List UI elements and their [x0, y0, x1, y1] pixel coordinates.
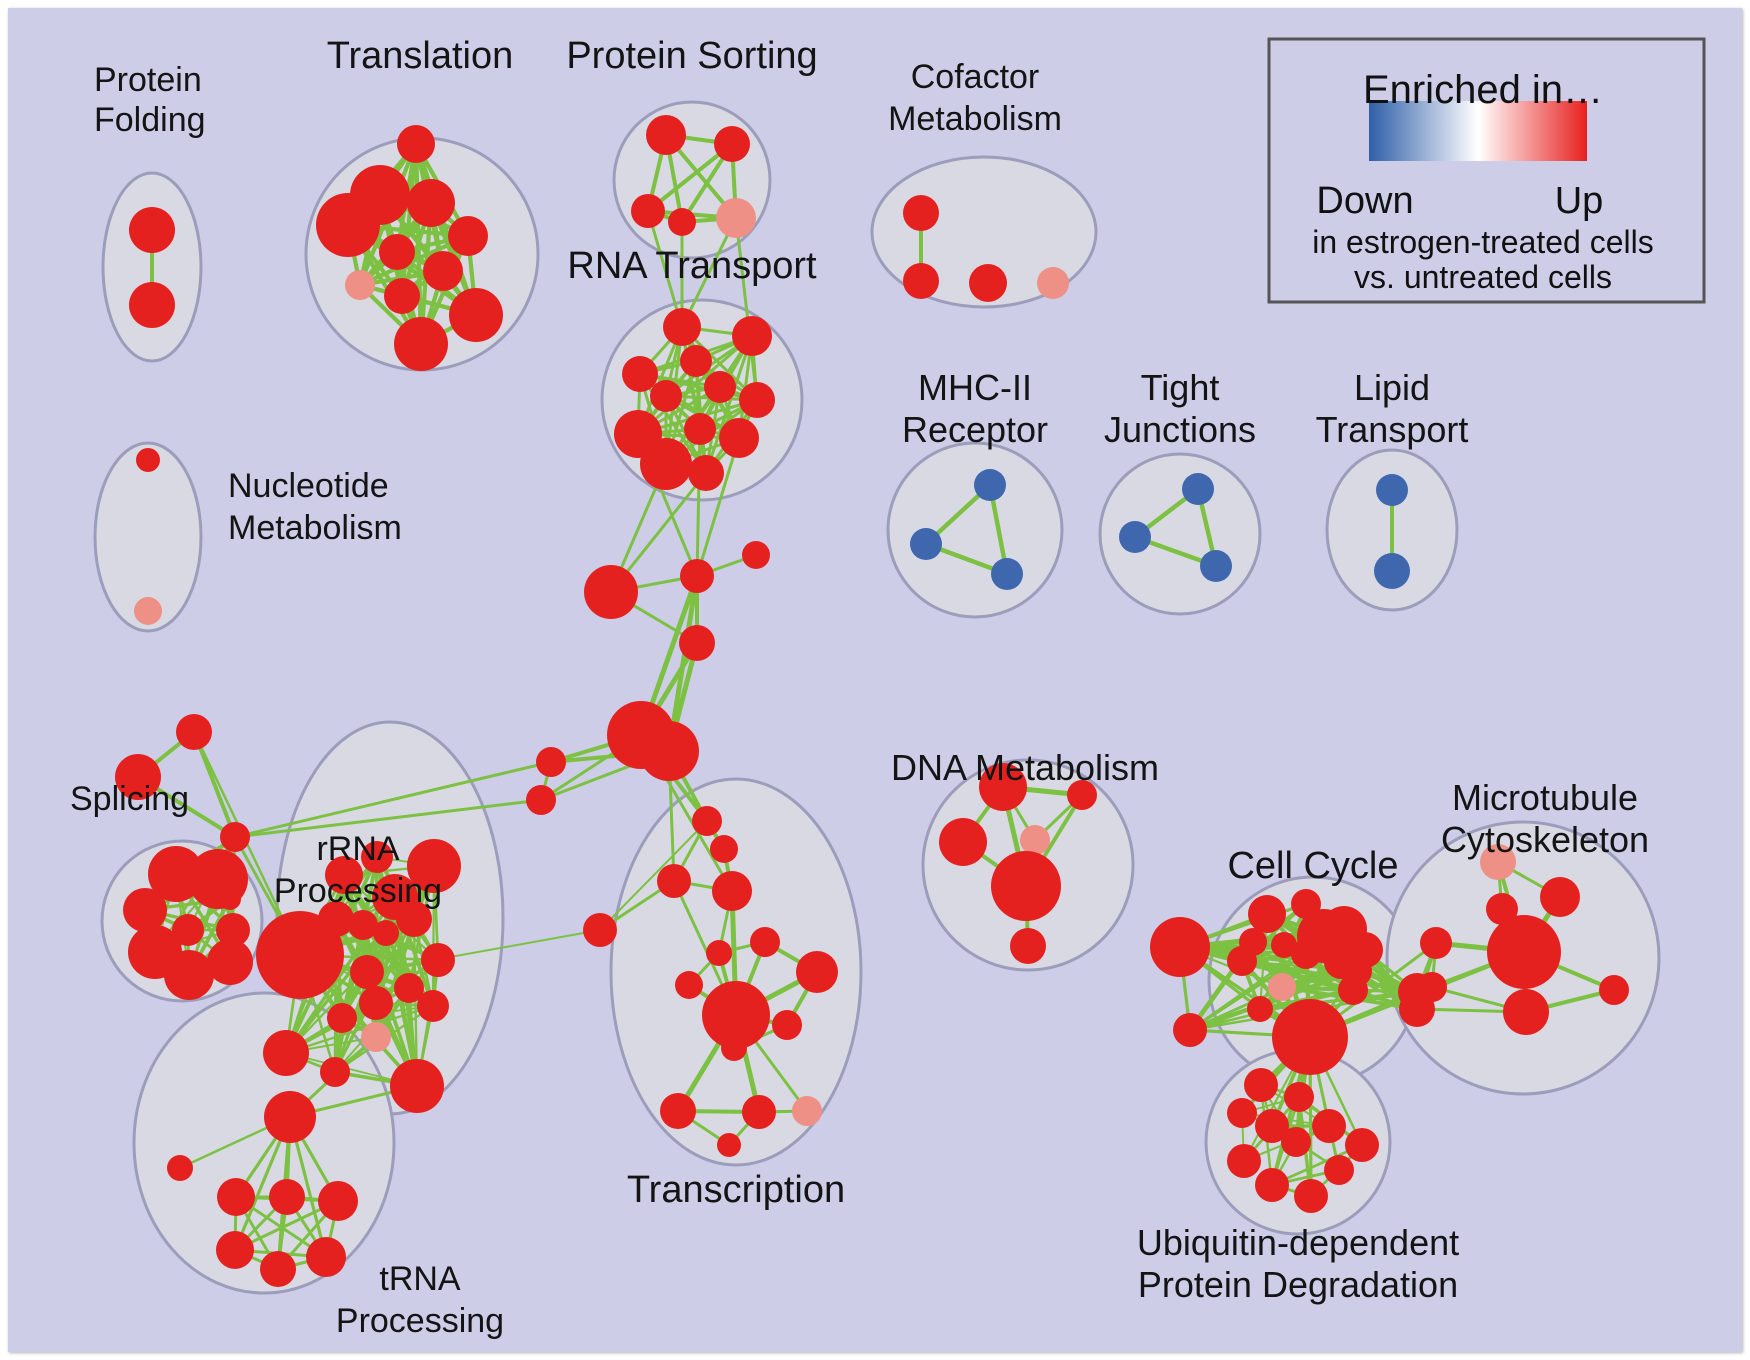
svg-text:Metabolism: Metabolism	[888, 100, 1062, 138]
svg-text:Ubiquitin-dependent: Ubiquitin-dependent	[1137, 1222, 1459, 1263]
svg-text:Processing: Processing	[336, 1302, 504, 1340]
svg-text:Splicing: Splicing	[70, 780, 189, 818]
svg-text:Cell Cycle: Cell Cycle	[1227, 845, 1398, 887]
svg-text:rRNA: rRNA	[316, 830, 399, 868]
svg-text:vs. untreated cells: vs. untreated cells	[1354, 259, 1612, 295]
svg-text:Junctions: Junctions	[1104, 409, 1256, 450]
svg-text:Protein Sorting: Protein Sorting	[566, 35, 817, 77]
svg-text:Processing: Processing	[274, 872, 442, 910]
svg-text:Down: Down	[1316, 180, 1413, 222]
svg-text:Nucleotide: Nucleotide	[228, 467, 389, 505]
svg-text:Cytoskeleton: Cytoskeleton	[1441, 819, 1649, 860]
svg-text:Up: Up	[1555, 180, 1604, 222]
svg-text:RNA Transport: RNA Transport	[567, 245, 817, 287]
svg-text:Metabolism: Metabolism	[228, 509, 402, 547]
svg-text:tRNA: tRNA	[379, 1260, 461, 1298]
svg-text:in estrogen-treated cells: in estrogen-treated cells	[1312, 224, 1654, 260]
svg-text:Folding: Folding	[94, 101, 206, 139]
svg-text:Lipid: Lipid	[1354, 367, 1430, 408]
svg-text:DNA Metabolism: DNA Metabolism	[891, 747, 1159, 788]
svg-text:Cofactor: Cofactor	[911, 58, 1040, 96]
svg-text:Protein Degradation: Protein Degradation	[1138, 1264, 1458, 1305]
svg-text:Transcription: Transcription	[627, 1169, 845, 1211]
svg-text:Protein: Protein	[94, 61, 202, 99]
svg-text:Translation: Translation	[327, 35, 514, 77]
svg-text:Enriched in…: Enriched in…	[1363, 68, 1603, 112]
svg-text:MHC-II: MHC-II	[918, 367, 1032, 408]
svg-text:Tight: Tight	[1141, 367, 1220, 408]
svg-text:Transport: Transport	[1316, 409, 1469, 450]
svg-text:Receptor: Receptor	[902, 409, 1048, 450]
svg-text:Microtubule: Microtubule	[1452, 777, 1638, 818]
